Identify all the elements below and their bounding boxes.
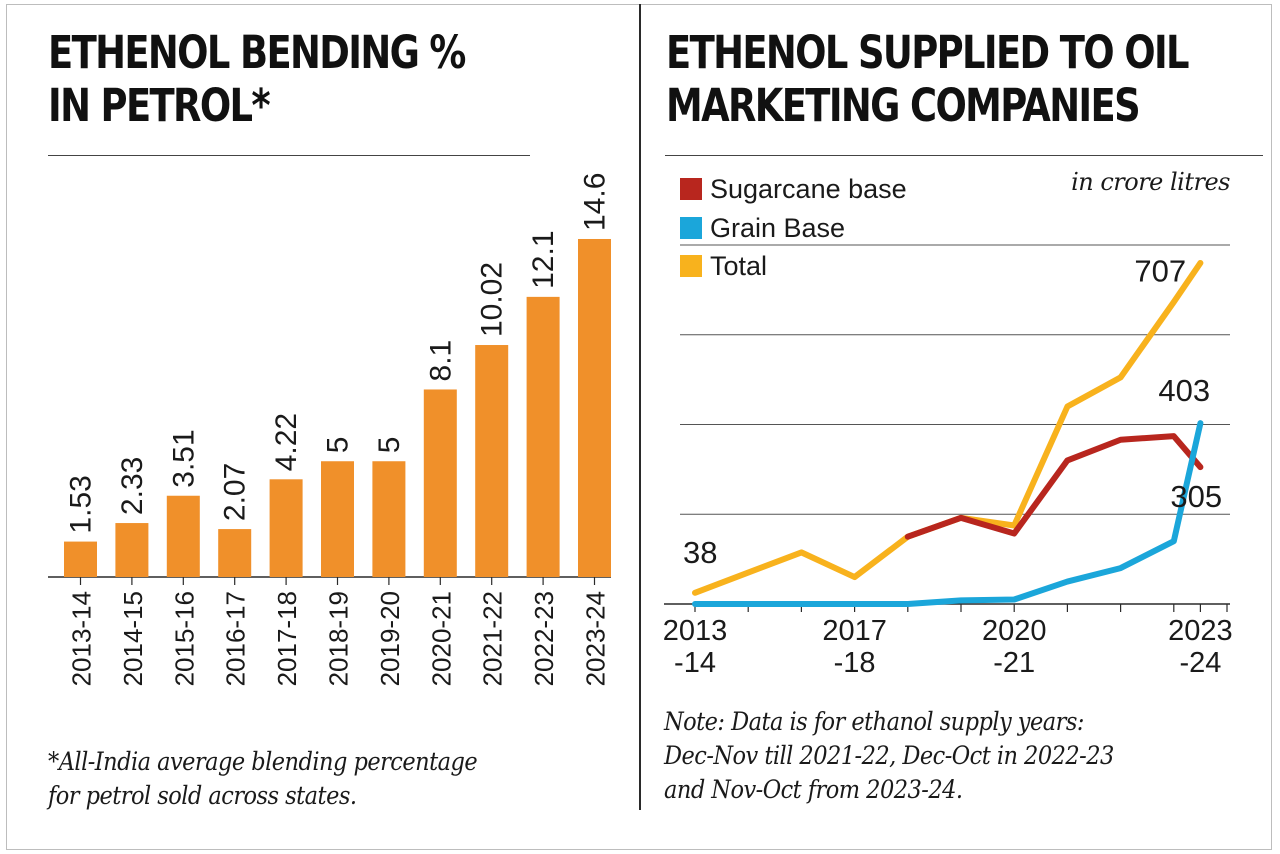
bar-2018-19 <box>321 461 354 577</box>
bar-2019-20 <box>372 461 406 577</box>
bar-category-label-2023-24: 2023-24 <box>581 591 611 686</box>
x-tick-label-1-1: -18 <box>834 647 876 679</box>
legend-swatch-total <box>680 255 702 277</box>
x-tick-label-1-0: 2017 <box>822 615 887 647</box>
bar-value-label-2023-24: 14.6 <box>579 173 612 231</box>
bar-value-label-2021-22: 10.02 <box>476 262 509 337</box>
series-line-sugarcane <box>904 433 1204 540</box>
bar-2014-15 <box>115 523 149 577</box>
line-chart-note-line-2: Dec-Nov till 2021-22, Dec-Oct in 2022-23 <box>664 741 1114 770</box>
bar-value-label-2014-15: 2.33 <box>116 457 149 515</box>
x-tick-label-3-0: 2023 <box>1168 615 1233 647</box>
bar-category-label-2018-19: 2018-19 <box>324 591 354 686</box>
legend-label-total: Total <box>710 251 768 281</box>
line-chart-title: ETHENOL SUPPLIED TO OIL MARKETING COMPAN… <box>666 26 1190 132</box>
bar-chart-footnote: *All-India average blending percentage f… <box>48 745 478 813</box>
bar-category-label-2020-21: 2020-21 <box>426 591 456 686</box>
legend-label-sugarcane: Sugarcane base <box>710 174 907 204</box>
panel-divider <box>639 4 641 810</box>
bar-category-label-2022-23: 2022-23 <box>529 591 559 686</box>
x-tick-label-3-1: -24 <box>1179 647 1221 679</box>
bar-value-label-2015-16: 3.51 <box>167 429 200 487</box>
legend-item-sugarcane: Sugarcane base <box>680 174 907 204</box>
line-chart-title-line-1: ETHENOL SUPPLIED TO OIL <box>666 26 1190 79</box>
bar-value-label-2019-20: 5 <box>373 437 406 454</box>
line-chart-note-line-3: and Nov-Oct from 2023-24. <box>664 775 963 804</box>
bar-2016-17 <box>218 529 252 577</box>
bar-chart: 1.53 2013-14 2.33 2014-15 3.51 2015-16 2.07 201… <box>48 173 612 686</box>
bar-value-label-2020-21: 8.1 <box>424 340 457 382</box>
bar-value-label-2013-14: 1.53 <box>65 475 98 533</box>
bar-category-label-2016-17: 2016-17 <box>221 591 251 686</box>
legend-label-grain: Grain Base <box>710 213 846 243</box>
bar-category-label-2013-14: 2013-14 <box>67 591 97 686</box>
bar-value-label-2018-19: 5 <box>322 437 355 454</box>
line-chart-units: in crore litres <box>1071 168 1230 196</box>
line-chart-title-line-2: MARKETING COMPANIES <box>666 79 1141 132</box>
bar-2021-22 <box>475 345 509 577</box>
line-chart-title-rule <box>665 155 1263 156</box>
bar-value-label-2017-18: 4.22 <box>270 413 303 471</box>
bar-chart-title-line-2: IN PETROL* <box>48 79 271 132</box>
bar-2017-18 <box>269 479 303 577</box>
point-label-38: 38 <box>683 535 717 570</box>
bar-category-label-2014-15: 2014-15 <box>118 591 148 686</box>
bar-value-label-2022-23: 12.1 <box>527 230 560 288</box>
bar-chart-footnote-line-1: *All-India average blending percentage <box>48 747 478 776</box>
x-tick-label-0-1: -14 <box>674 647 716 679</box>
point-label-403: 403 <box>1158 373 1210 408</box>
bar-value-label-2016-17: 2.07 <box>219 463 252 521</box>
x-tick-label-2-1: -21 <box>993 647 1035 679</box>
series-line-grain <box>692 420 1204 607</box>
x-tick-label-2-0: 2020 <box>982 615 1047 647</box>
bar-2015-16 <box>166 495 200 577</box>
legend-item-total: Total <box>680 251 767 281</box>
bar-category-label-2019-20: 2019-20 <box>375 591 405 686</box>
bar-category-label-2021-22: 2021-22 <box>478 591 508 686</box>
bar-chart-footnote-line-2: for petrol sold across states. <box>48 781 357 810</box>
point-label-305: 305 <box>1170 479 1222 514</box>
bar-2013-14 <box>64 541 97 577</box>
legend-item-grain: Grain Base <box>680 213 845 243</box>
line-chart-note: Note: Data is for ethanol supply years: … <box>664 705 1114 807</box>
point-label-707: 707 <box>1134 254 1186 289</box>
x-tick-label-0-0: 2013 <box>663 615 728 647</box>
bar-category-label-2015-16: 2015-16 <box>169 591 199 686</box>
bar-chart-title-line-1: ETHENOL BENDING % <box>48 26 466 79</box>
bar-chart-title: ETHENOL BENDING % IN PETROL* <box>48 26 466 132</box>
bar-category-label-2017-18: 2017-18 <box>272 591 302 686</box>
bar-2023-24 <box>578 238 611 577</box>
bar-2022-23 <box>526 296 560 577</box>
line-chart-note-line-1: Note: Data is for ethanol supply years: <box>664 707 1084 736</box>
bar-2020-21 <box>423 389 457 577</box>
legend-swatch-sugarcane <box>680 178 702 200</box>
series-line-total <box>692 259 1204 596</box>
bar-chart-title-rule <box>48 155 530 156</box>
legend-swatch-grain <box>680 217 702 239</box>
